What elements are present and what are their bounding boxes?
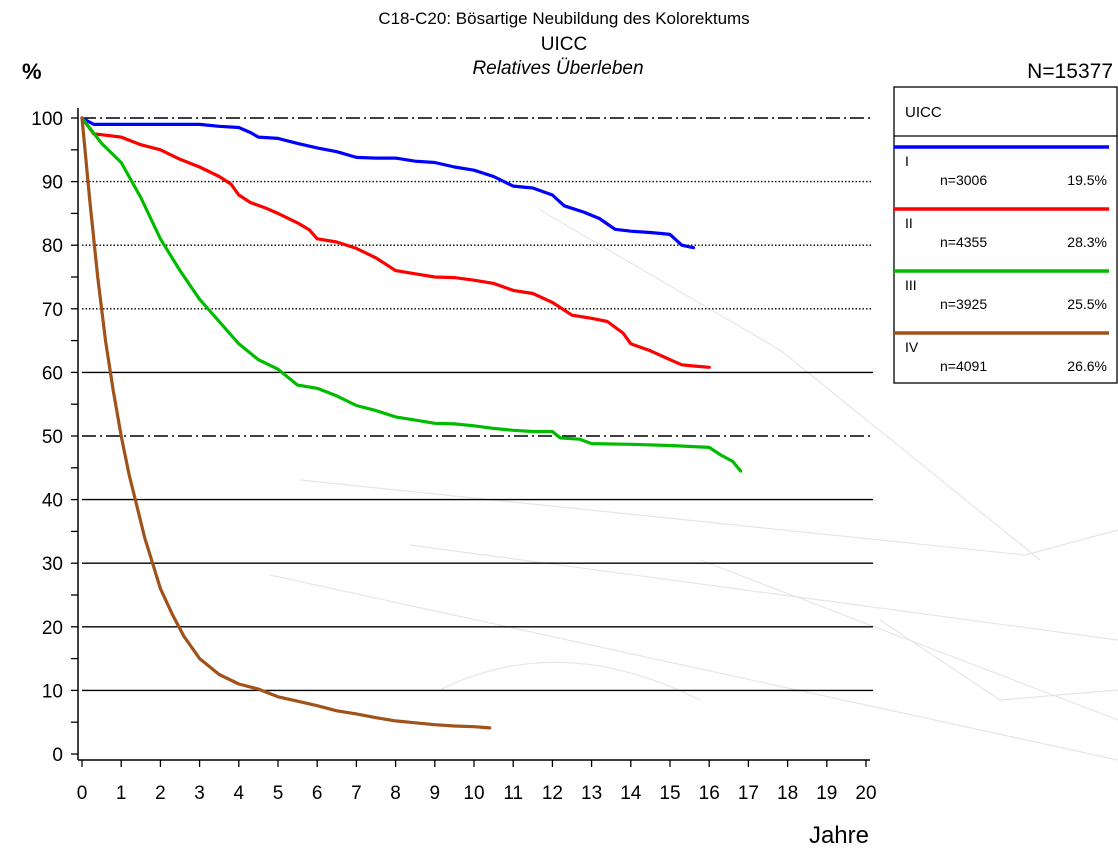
x-tick-label: 3 — [194, 783, 205, 804]
x-tick-label: 2 — [155, 783, 166, 804]
x-tick-label: 14 — [620, 783, 642, 804]
legend-series-n: n=4355 — [940, 234, 987, 250]
background-watermark — [269, 209, 1118, 761]
chart-title: C18-C20: Bösartige Neubildung des Kolore… — [378, 9, 749, 28]
x-tick-label: 6 — [312, 783, 323, 804]
series-line-iii — [80, 116, 743, 473]
y-axis-label: % — [22, 59, 42, 84]
legend-series-name: IV — [905, 339, 919, 355]
x-tick-label: 1 — [116, 783, 127, 804]
y-tick-label: 30 — [42, 554, 63, 575]
x-tick-label: 20 — [855, 783, 876, 804]
x-tick-label: 12 — [542, 783, 563, 804]
x-tick-label: 16 — [699, 783, 720, 804]
y-tick-label: 100 — [31, 109, 63, 130]
y-tick-label: 10 — [42, 681, 63, 702]
title-block: C18-C20: Bösartige Neubildung des Kolore… — [378, 9, 749, 79]
x-tick-label: 5 — [273, 783, 284, 804]
x-tick-label: 7 — [351, 783, 362, 804]
x-tick-label: 9 — [430, 783, 441, 804]
x-tick-label: 15 — [659, 783, 680, 804]
legend-series-pct: 19.5% — [1067, 172, 1107, 188]
legend-series-pct: 26.6% — [1067, 358, 1107, 374]
y-tick-label: 0 — [52, 745, 63, 766]
legend-series-n: n=4091 — [940, 358, 987, 374]
total-n-label: N=15377 — [1027, 60, 1113, 83]
series-lines — [80, 116, 743, 730]
y-tick-label: 90 — [42, 173, 63, 194]
x-tick-label: 0 — [77, 783, 88, 804]
x-tick-label: 13 — [581, 783, 602, 804]
y-tick-label: 60 — [42, 363, 63, 384]
x-tick-labels: 0 1 2 3 4 5 6 7 8 9 10 11 12 13 14 15 16 17 18 19 20 — [77, 783, 877, 804]
grid-lines — [82, 117, 873, 692]
series-line-iv — [80, 116, 492, 730]
x-tick-label: 17 — [738, 783, 759, 804]
legend-series-pct: 28.3% — [1067, 234, 1107, 250]
x-axis-label: Jahre — [809, 822, 869, 849]
y-tick-labels: 0 10 20 30 40 50 60 70 80 90 100 — [31, 109, 63, 766]
chart-subtitle-relative: Relatives Überleben — [472, 58, 643, 79]
x-tick-label: 11 — [503, 783, 523, 804]
x-tick-label: 19 — [816, 783, 837, 804]
y-tick-label: 20 — [42, 618, 63, 639]
y-tick-label: 50 — [42, 427, 63, 448]
legend-series-name: II — [905, 215, 913, 231]
legend-series-n: n=3925 — [940, 296, 987, 312]
legend-title: UICC — [905, 104, 942, 121]
y-tick-label: 70 — [42, 300, 63, 321]
legend: UICC In=3006 19.5% II n=4355 28.3% III n=3925 2… — [893, 86, 1118, 384]
legend-items: In=3006 19.5% II n=4355 28.3% III n=3925 25.5% I… — [894, 145, 1109, 374]
series-line-i — [80, 116, 696, 250]
x-tick-label: 10 — [463, 783, 484, 804]
x-tick-label: 4 — [234, 783, 245, 804]
x-tick-label: 8 — [390, 783, 401, 804]
series-line-ii — [80, 116, 711, 369]
y-tick-label: 80 — [42, 236, 63, 257]
chart-subtitle: UICC — [541, 34, 587, 55]
y-tick-label: 40 — [42, 491, 63, 512]
x-tick-label: 18 — [777, 783, 798, 804]
legend-series-name: III — [905, 277, 917, 293]
legend-series-pct: 25.5% — [1067, 296, 1107, 312]
legend-series-name: I — [905, 153, 909, 169]
axes — [71, 108, 870, 767]
legend-series-n: n=3006 — [940, 172, 987, 188]
